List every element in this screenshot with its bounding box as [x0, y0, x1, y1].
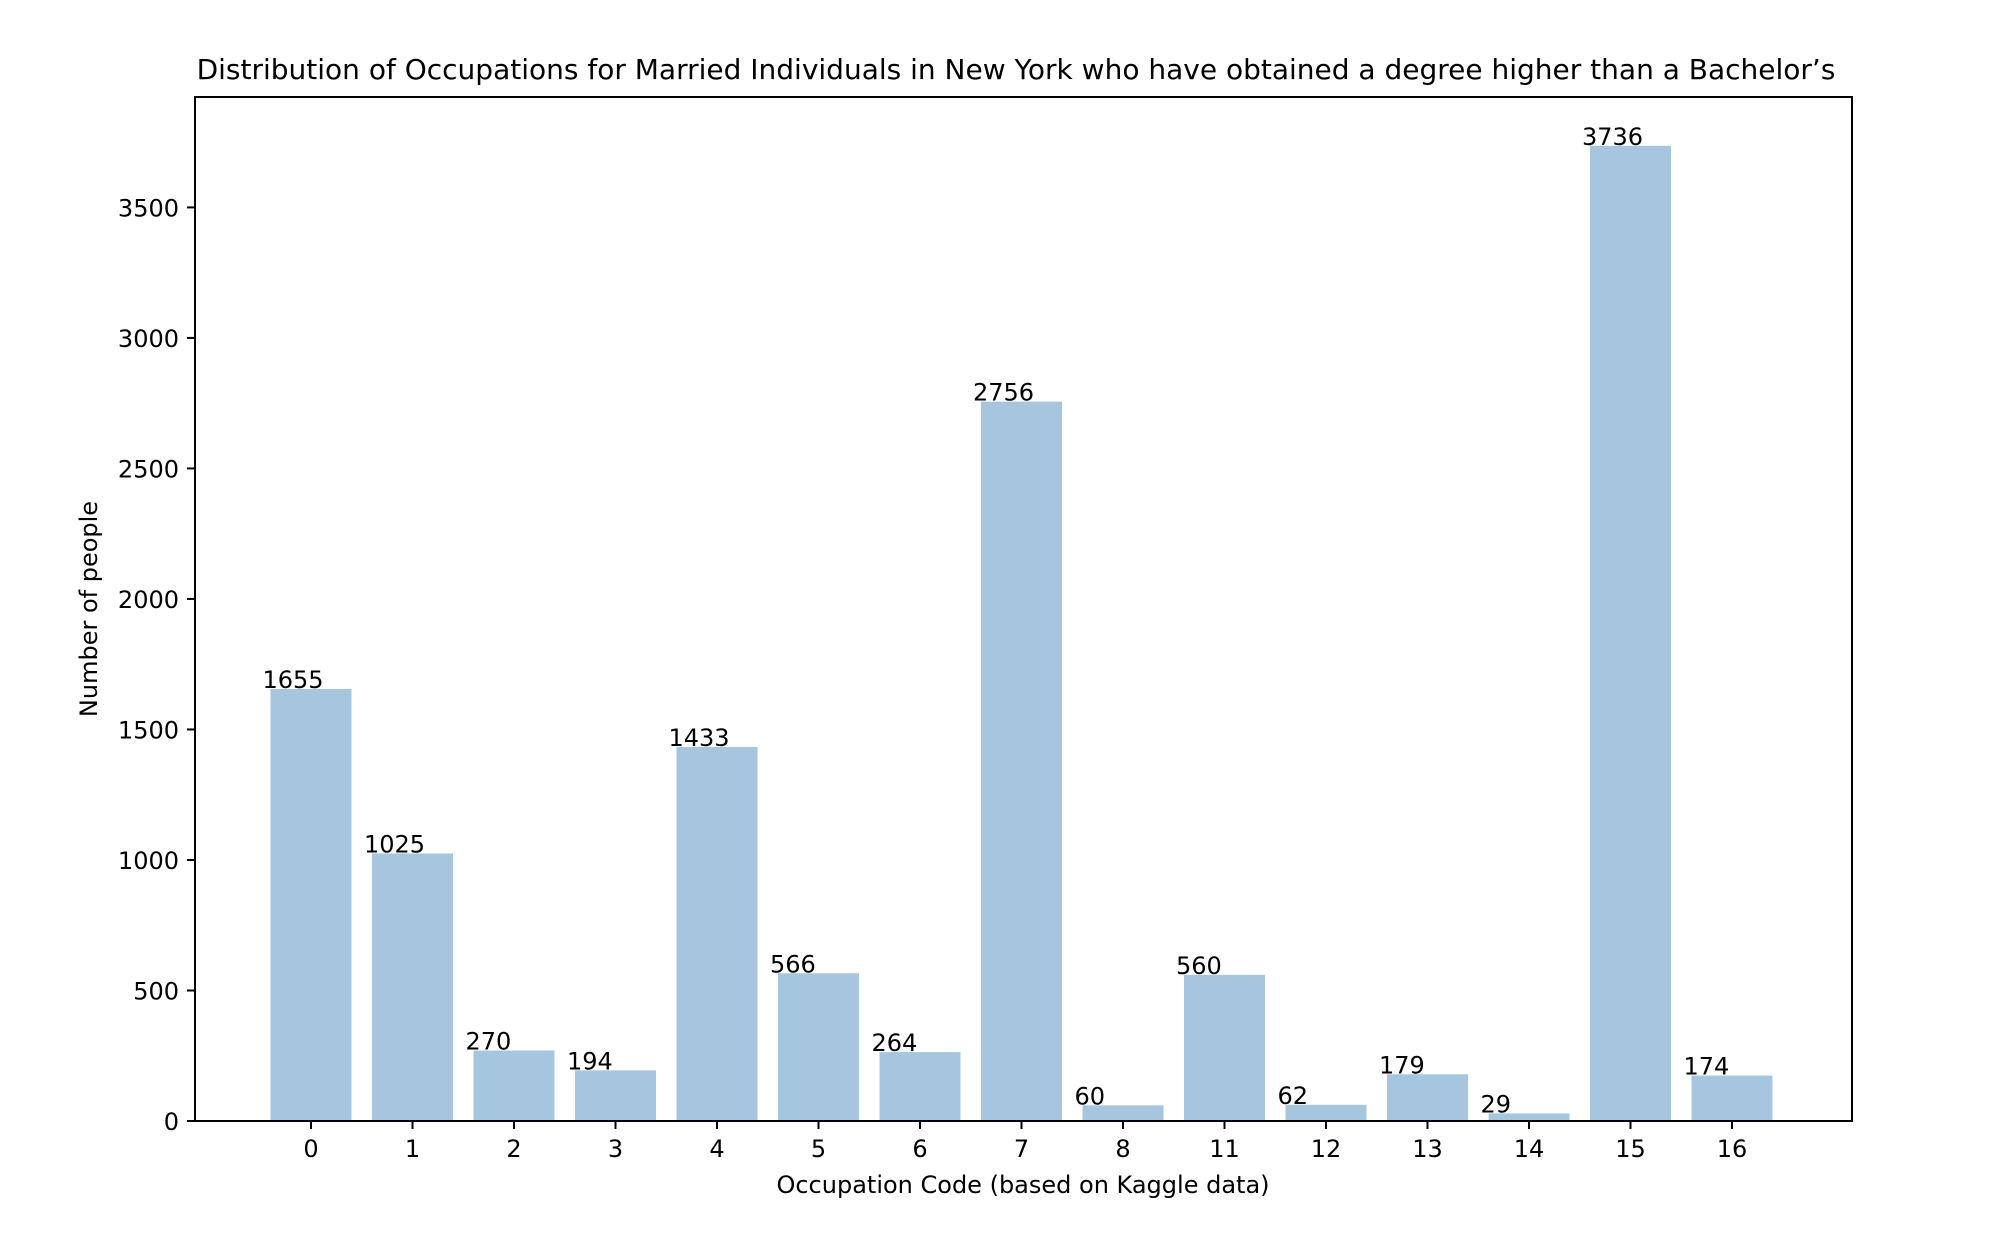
data-label-16: 174 [1684, 1053, 1730, 1081]
x-tick-label-2: 2 [506, 1135, 521, 1163]
x-tick-label-15: 15 [1615, 1135, 1646, 1163]
x-tick-label-3: 3 [608, 1135, 623, 1163]
x-tick-label-14: 14 [1514, 1135, 1545, 1163]
bar-15 [1590, 145, 1671, 1121]
data-label-0: 1655 [263, 666, 324, 694]
y-tick-label-1500: 1500 [118, 716, 179, 744]
bar-11 [1184, 974, 1265, 1121]
bar-2 [473, 1050, 555, 1121]
y-axis-label: Number of people [75, 501, 103, 717]
y-tick-label-500: 500 [133, 977, 179, 1005]
x-tick-label-13: 13 [1412, 1135, 1443, 1163]
bar-6 [879, 1052, 961, 1121]
data-label-11: 560 [1176, 952, 1222, 980]
x-tick-label-16: 16 [1717, 1135, 1748, 1163]
data-label-3: 194 [567, 1047, 613, 1075]
x-axis-label: Occupation Code (based on Kaggle data) [776, 1171, 1269, 1199]
x-tick-label-5: 5 [811, 1135, 826, 1163]
y-tick-label-3500: 3500 [118, 194, 179, 222]
x-tick-label-7: 7 [1014, 1135, 1029, 1163]
bar-14 [1488, 1113, 1570, 1121]
bar-12 [1285, 1104, 1367, 1121]
y-tick-label-2500: 2500 [118, 455, 179, 483]
data-label-14: 29 [1481, 1090, 1512, 1118]
data-label-15: 3736 [1582, 123, 1643, 151]
bars-layer [270, 145, 1773, 1121]
x-tick-label-0: 0 [303, 1135, 318, 1163]
data-label-2: 270 [466, 1028, 512, 1056]
x-tick-label-1: 1 [405, 1135, 420, 1163]
data-label-7: 2756 [973, 379, 1034, 407]
bar-5 [778, 973, 859, 1121]
y-axis: 0 500 1000 1500 2000 2500 3000 3500 [118, 194, 195, 1136]
bar-4 [676, 746, 758, 1121]
y-tick-label-0: 0 [164, 1108, 179, 1136]
bar-0 [270, 689, 352, 1121]
x-tick-label-8: 8 [1115, 1135, 1130, 1163]
data-label-5: 566 [770, 950, 816, 978]
data-label-12: 62 [1278, 1082, 1309, 1110]
y-tick-label-2000: 2000 [118, 586, 179, 614]
bar-8 [1082, 1105, 1164, 1121]
bar-3 [575, 1070, 656, 1121]
data-label-1: 1025 [364, 830, 425, 858]
bar-16 [1691, 1075, 1773, 1121]
x-tick-label-4: 4 [709, 1135, 724, 1163]
chart-title: Distribution of Occupations for Married … [197, 53, 1836, 86]
x-tick-label-6: 6 [912, 1135, 927, 1163]
bar-7 [981, 401, 1062, 1121]
x-tick-label-12: 12 [1311, 1135, 1342, 1163]
data-label-4: 1433 [669, 724, 730, 752]
x-tick-label-11: 11 [1209, 1135, 1240, 1163]
data-labels-layer: 1655 1025 270 194 1433 566 264 2756 60 560 62 179 29… [263, 123, 1730, 1119]
y-tick-label-3000: 3000 [118, 325, 179, 353]
x-axis: 0 1 2 3 4 5 6 7 8 11 12 13 14 15 16 [303, 1121, 1747, 1163]
data-label-8: 60 [1075, 1082, 1106, 1110]
plot-frame [194, 96, 1853, 1122]
data-label-6: 264 [872, 1029, 918, 1057]
y-tick-label-1000: 1000 [118, 847, 179, 875]
bar-13 [1387, 1074, 1468, 1121]
data-label-13: 179 [1379, 1051, 1425, 1079]
bar-1 [372, 853, 453, 1121]
